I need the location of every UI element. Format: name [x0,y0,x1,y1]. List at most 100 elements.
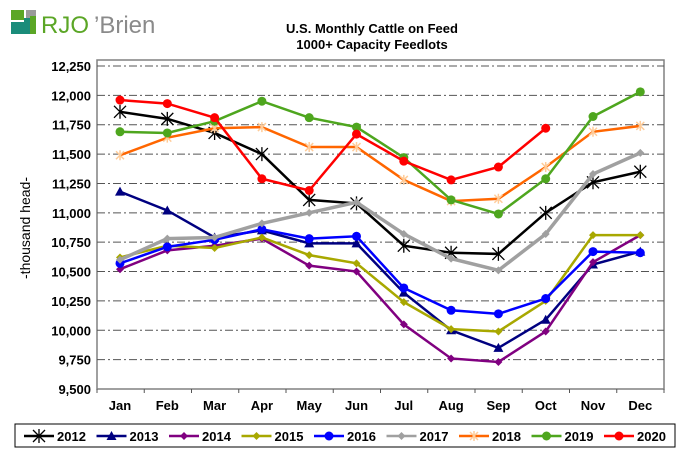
marker-cross [635,120,645,131]
marker-circle [324,431,334,441]
marker-star [302,192,316,207]
marker-diamond [541,327,550,336]
chart-subtitle: 1000+ Capacity Feedlots [296,37,447,52]
marker-star [255,147,269,162]
marker-circle [446,175,456,185]
marker-circle [257,96,267,106]
marker-triangle [106,431,117,440]
marker-diamond [494,327,503,336]
chart-title: U.S. Monthly Cattle on Feed [286,21,458,36]
rjobrien-logo: RJO ’Brien [11,10,155,38]
marker-diamond [352,267,361,276]
legend-label: 2018 [492,429,521,444]
marker-star [633,164,647,179]
marker-circle [542,431,551,441]
series-2017 [116,148,645,275]
marker-cross [257,122,267,133]
marker-circle [588,112,598,122]
marker-circle [115,127,125,137]
x-tick-label: Aug [438,398,463,413]
marker-diamond [210,233,219,242]
x-tick-label: Jan [109,398,131,413]
series-2020 [115,95,551,196]
marker-circle [446,305,456,315]
marker-circle [162,242,172,252]
marker-circle [446,195,456,205]
y-tick-label: 9,750 [58,353,91,368]
legend-label: 2017 [420,429,449,444]
x-tick-label: Jul [394,398,413,413]
marker-circle [352,129,361,139]
marker-circle [304,186,314,196]
marker-diamond [163,234,172,243]
marker-triangle [115,186,125,196]
x-tick-label: Oct [535,398,557,413]
marker-circle [493,209,503,219]
y-tick-label: 10,750 [51,235,91,250]
marker-circle [541,294,551,304]
marker-diamond [257,233,266,242]
marker-diamond [210,244,219,253]
marker-circle [304,234,314,244]
marker-star [397,238,411,253]
marker-circle [635,248,645,258]
marker-diamond [589,231,597,240]
marker-circle [352,231,361,241]
legend-label: 2012 [57,429,86,444]
marker-star [539,205,553,220]
marker-diamond [305,251,314,260]
marker-diamond [399,298,408,307]
marker-circle [162,99,172,109]
logo-text-brien: ’Brien [94,12,155,38]
y-axis-label: -thousand head- [17,177,33,279]
legend [14,423,676,448]
series-line-2012 [119,110,641,256]
x-tick-label: Dec [628,398,652,413]
series-line-2016 [119,227,641,316]
marker-circle [399,156,409,166]
marker-cross [304,142,314,153]
y-tick-label: 11,000 [52,206,91,221]
legend-item-2014: 2014 [169,429,232,444]
marker-circle [588,247,598,257]
marker-circle [493,162,503,172]
marker-circle [541,123,551,133]
legend-label: 2013 [130,429,159,444]
marker-triangle [540,314,551,324]
marker-diamond [494,357,503,366]
marker-circle [162,128,172,138]
marker-diamond [636,231,645,240]
marker-star [32,429,46,443]
marker-circle [210,113,220,123]
y-tick-label: 11,250 [52,176,91,191]
x-tick-label: Sep [486,398,510,413]
marker-cross [115,150,125,161]
y-tick-label: 11,500 [52,147,91,162]
marker-circle [352,122,361,132]
series-line-2020 [119,98,547,192]
legend-item-2018: 2018 [459,429,521,444]
legend-item-2020: 2020 [604,429,666,444]
marker-cross [469,431,479,441]
series-line-2018 [119,124,641,203]
series-line-2019 [119,90,641,216]
legend-label: 2020 [637,429,666,444]
marker-star [491,246,505,261]
legend-item-2012: 2012 [24,429,86,444]
marker-triangle [493,342,504,352]
marker-diamond [305,208,314,217]
marker-circle [115,95,125,105]
marker-circle [399,283,409,293]
marker-circle [304,113,314,123]
marker-cross [493,193,503,204]
series-2013 [115,186,646,352]
marker-diamond [399,320,408,329]
x-tick-label: Jun [345,398,368,413]
legend-item-2013: 2013 [96,429,159,444]
legend-label: 2014 [202,429,232,444]
marker-diamond [305,261,314,270]
series-line-2013 [119,190,641,350]
y-tick-label: 12,250 [51,59,91,74]
